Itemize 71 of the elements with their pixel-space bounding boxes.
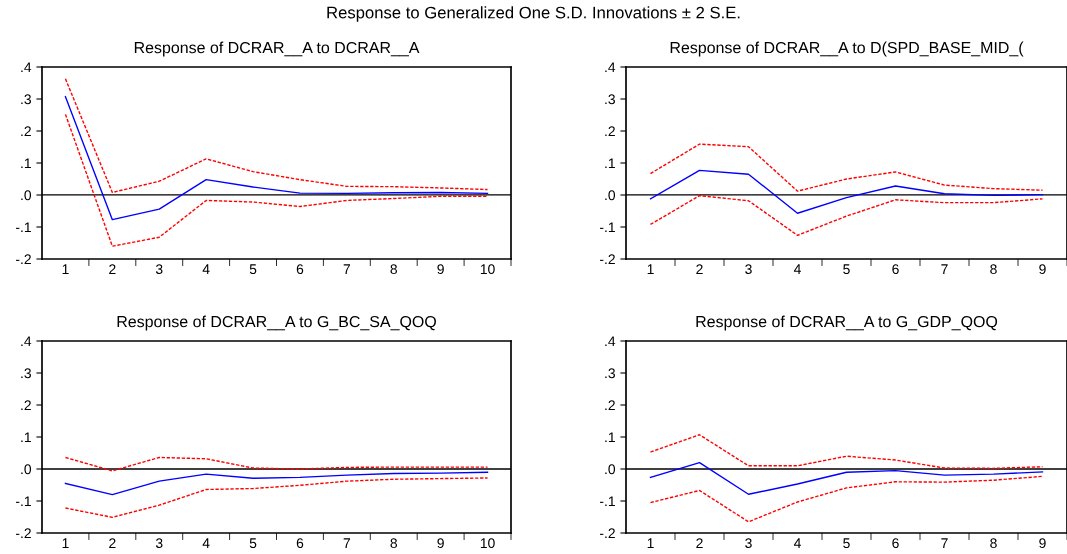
x-tick-label: 6 <box>892 538 899 549</box>
x-tick-label: 1 <box>647 264 654 274</box>
x-tick-label: 6 <box>296 538 304 549</box>
x-tick-label: 10 <box>480 538 495 549</box>
y-tick-label: .1 <box>605 432 615 443</box>
x-tick-label: 5 <box>249 264 257 275</box>
y-tick-label: .4 <box>21 62 32 73</box>
x-tick-label: 8 <box>990 538 997 549</box>
y-tick-label: .4 <box>605 62 616 73</box>
x-tick-label: 5 <box>843 538 850 549</box>
x-tick-label: 5 <box>249 538 257 549</box>
x-tick-label: 3 <box>745 538 752 549</box>
y-tick-label: .3 <box>605 368 615 379</box>
y-tick-label: .2 <box>21 400 31 411</box>
x-tick-label: 10 <box>480 264 495 275</box>
y-tick-label: .1 <box>21 158 31 169</box>
x-tick-label: 2 <box>109 538 116 548</box>
x-tick-label: 1 <box>62 264 69 274</box>
x-tick-label: 9 <box>1039 264 1046 275</box>
y-tick-label: -.2 <box>15 528 31 539</box>
y-tick-label: .2 <box>21 126 31 137</box>
x-tick-label: 6 <box>296 264 304 275</box>
x-tick-label: 3 <box>155 264 163 275</box>
x-tick-label: 9 <box>437 538 444 549</box>
x-tick-label: 7 <box>343 264 351 274</box>
x-tick-label: 3 <box>745 264 752 275</box>
y-tick-label: .2 <box>605 126 615 137</box>
chart-title: Response of DCRAR__A to G_GDP_QOQ <box>696 315 998 331</box>
y-tick-label: -.2 <box>599 254 615 265</box>
x-tick-label: 7 <box>941 538 948 548</box>
x-tick-label: 8 <box>990 264 997 275</box>
y-tick-label: .0 <box>21 190 32 201</box>
y-tick-label: -.1 <box>599 222 615 233</box>
y-tick-label: .3 <box>21 368 31 379</box>
x-tick-label: 9 <box>1039 538 1046 549</box>
x-tick-label: 6 <box>892 264 899 275</box>
x-tick-label: 8 <box>390 264 398 275</box>
y-tick-label: -.2 <box>599 528 615 539</box>
x-tick-label: 1 <box>647 538 654 548</box>
x-tick-label: 3 <box>155 538 163 549</box>
y-tick-label: .3 <box>21 94 31 105</box>
x-tick-label: 4 <box>202 264 210 274</box>
x-tick-label: 4 <box>202 538 210 548</box>
y-tick-label: .3 <box>605 94 615 105</box>
y-tick-label: .0 <box>605 464 616 475</box>
x-tick-label: 8 <box>390 538 398 549</box>
y-tick-label: .4 <box>21 336 32 347</box>
x-tick-label: 7 <box>941 264 948 274</box>
x-tick-label: 2 <box>696 264 703 274</box>
chart-title: Response of DCRAR__A to DCRAR__A <box>134 41 420 57</box>
x-tick-label: 1 <box>62 538 69 548</box>
x-tick-label: 4 <box>793 264 801 274</box>
x-tick-label: 5 <box>843 264 850 275</box>
y-tick-label: .0 <box>605 190 616 201</box>
chart-title: Response of DCRAR__A to G_BC_SA_QOQ <box>117 315 436 331</box>
y-tick-label: -.1 <box>15 222 31 233</box>
x-tick-label: 2 <box>109 264 116 274</box>
y-tick-label: -.1 <box>15 496 31 507</box>
text: Response to Generalized One S.D. Innovations ± 2 S.E. <box>327 6 740 22</box>
x-tick-label: 2 <box>696 538 703 548</box>
chart-title: Response of DCRAR__A to D(SPD_BASE_MID_( <box>670 41 1024 57</box>
y-tick-label: .4 <box>605 336 616 347</box>
y-tick-label: .0 <box>21 464 32 475</box>
x-tick-label: 9 <box>437 264 444 275</box>
y-tick-label: .1 <box>21 432 31 443</box>
y-tick-label: .1 <box>605 158 615 169</box>
x-tick-label: 4 <box>793 538 801 548</box>
y-tick-label: -.1 <box>599 496 615 507</box>
y-tick-label: -.2 <box>15 254 31 265</box>
y-tick-label: .2 <box>605 400 615 411</box>
x-tick-label: 7 <box>343 538 351 548</box>
